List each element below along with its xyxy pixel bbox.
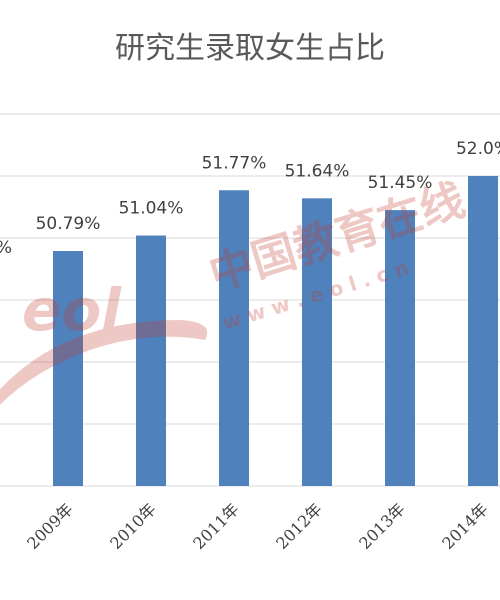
x-tick-label: 2010年 [106, 499, 160, 553]
bar [53, 251, 83, 486]
bar [385, 210, 415, 486]
watermark-logo: eol [22, 276, 122, 344]
data-label: 50.4% [0, 238, 12, 258]
data-labels: 50.4% 50.79% 51.04% 51.77% 51.64% 51.45% 52.0% [0, 139, 500, 258]
x-tick-label: 2009年 [23, 499, 77, 553]
bar [136, 235, 166, 486]
bar [219, 190, 249, 486]
data-label: 51.45% [368, 173, 433, 193]
x-tick-label: 2014年 [438, 499, 492, 553]
x-tick-label: 2012年 [272, 499, 326, 553]
gridlines [0, 113, 500, 487]
chart-title: 研究生录取女生占比 [115, 31, 385, 66]
x-tick-label: 2011年 [189, 499, 243, 553]
bars [53, 176, 498, 486]
data-label: 51.64% [285, 161, 350, 181]
x-tick-label: 2013年 [355, 499, 409, 553]
data-label: 51.77% [202, 153, 267, 173]
data-label: 52.0% [456, 139, 500, 159]
watermark-logo-swoosh [0, 320, 208, 405]
x-tick-labels: 2009年 2010年 2011年 2012年 2013年 2014年 [23, 499, 492, 553]
data-label: 51.04% [119, 199, 184, 219]
bar [302, 198, 332, 486]
data-label: 50.79% [36, 214, 101, 234]
bar [468, 176, 498, 486]
